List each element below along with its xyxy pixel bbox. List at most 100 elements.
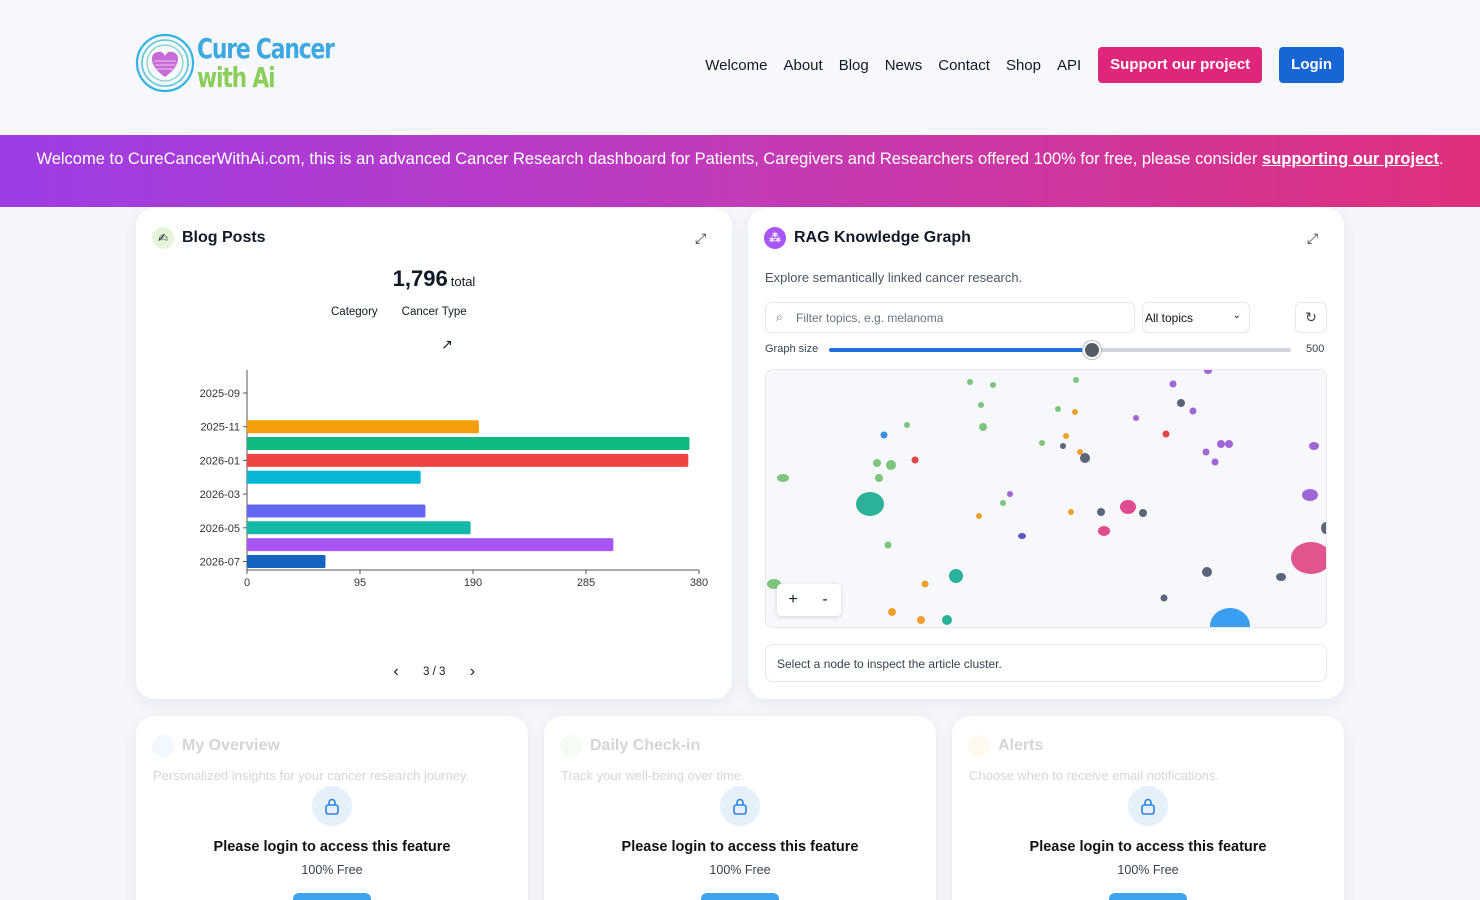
nav-about[interactable]: About <box>783 56 823 74</box>
blog-tabs: Category Cancer Type <box>331 306 491 318</box>
overview-card-header: My Overview <box>152 735 280 757</box>
main-nav: Welcome About Blog News Contact Shop API… <box>705 47 1344 83</box>
login-cta-button[interactable] <box>1109 893 1187 900</box>
brand-line-1: Cure Cancer <box>197 32 335 65</box>
blog-card-header: ✍ Blog Posts <box>152 227 266 249</box>
topic-selected: All topics <box>1145 311 1194 325</box>
knowledge-graph-canvas[interactable]: + - <box>765 369 1327 628</box>
nav-welcome[interactable]: Welcome <box>705 56 768 74</box>
tab-cancer-type[interactable]: Cancer Type <box>401 306 467 318</box>
free-label: 100% Free <box>709 863 771 877</box>
y-tick-label: 2026-07 <box>200 557 240 569</box>
blog-bar-chart: 2025-09 2025-11 2026-01 2026-03 2026-05 2026-… <box>200 370 708 589</box>
blog-total: 1,796 total <box>136 266 732 292</box>
pager-label: 3 / 3 <box>423 666 446 678</box>
graph-nodes[interactable] <box>766 370 1327 628</box>
bar-2026-05 <box>247 521 471 535</box>
zoom-out-button[interactable]: - <box>822 591 828 608</box>
login-cta-button[interactable] <box>701 893 779 900</box>
x-tick-label: 190 <box>464 577 482 589</box>
bar-2026-02 <box>247 470 421 484</box>
checkin-icon <box>560 735 582 757</box>
y-tick-label: 2025-09 <box>200 388 240 400</box>
bar-2025-12 <box>247 437 690 451</box>
bell-icon <box>968 735 990 757</box>
slider-thumb[interactable] <box>1083 341 1102 359</box>
rag-subtitle: Explore semantically linked cancer resea… <box>765 270 1023 285</box>
nav-api[interactable]: API <box>1056 56 1082 74</box>
graph-size-value: 500 <box>1306 343 1325 355</box>
login-required-message: Please login to access this feature <box>213 839 451 855</box>
my-overview-card: My Overview Personalized insights for yo… <box>136 716 528 900</box>
topic-filter-input[interactable]: ⌕ Filter topics, e.g. melanoma <box>765 302 1135 333</box>
nav-contact[interactable]: Contact <box>938 56 990 74</box>
site-header: Cure Cancer with Ai Welcome About Blog N… <box>0 0 1480 135</box>
topic-select[interactable]: All topics ⌄ <box>1142 302 1250 333</box>
alerts-card: Alerts Choose when to receive email noti… <box>952 716 1344 900</box>
blog-card-title: Blog Posts <box>182 229 266 246</box>
blog-total-label: total <box>450 274 476 289</box>
x-tick-label: 285 <box>577 577 595 589</box>
bar-2026-01 <box>247 453 689 467</box>
tab-category[interactable]: Category <box>331 306 378 318</box>
login-required-message: Please login to access this feature <box>621 839 859 855</box>
lock-icon <box>312 786 352 826</box>
login-required-message: Please login to access this feature <box>1029 839 1267 855</box>
chevron-down-icon: ⌄ <box>1232 310 1241 321</box>
y-tick-label: 2026-05 <box>200 523 240 535</box>
zoom-controls: + - <box>777 584 841 616</box>
welcome-banner: Welcome to CureCancerWithAi.com, this is… <box>0 135 1480 207</box>
login-cta-button[interactable] <box>293 893 371 900</box>
free-label: 100% Free <box>301 863 363 877</box>
node-inspect-panel: Select a node to inspect the article clu… <box>765 644 1327 682</box>
nav-blog[interactable]: Blog <box>838 56 869 74</box>
alerts-card-header: Alerts <box>968 735 1043 757</box>
checkin-card-header: Daily Check-in <box>560 735 700 757</box>
brand-line-2: with Ai <box>197 61 276 94</box>
rag-card-header: ⁂ RAG Knowledge Graph <box>764 227 971 249</box>
alerts-title: Alerts <box>998 737 1044 754</box>
graph-size-label: Graph size <box>765 343 819 355</box>
blog-total-value: 1,796 <box>392 266 448 291</box>
rag-card-title: RAG Knowledge Graph <box>794 229 971 246</box>
lock-icon <box>720 786 760 826</box>
rag-graph-card: ⁂ RAG Knowledge Graph ⤢ Explore semantic… <box>748 208 1344 699</box>
support-button[interactable]: Support our project <box>1098 47 1263 83</box>
overview-title: My Overview <box>182 737 280 754</box>
bar-2026-06 <box>247 538 614 552</box>
expand-icon[interactable]: ⤢ <box>695 230 707 246</box>
y-tick-label: 2026-01 <box>200 455 240 467</box>
chevron-right-icon[interactable]: › <box>469 663 476 680</box>
nav-news[interactable]: News <box>884 56 923 74</box>
x-tick-label: 95 <box>354 577 366 589</box>
checkin-title: Daily Check-in <box>590 737 701 754</box>
filter-placeholder: Filter topics, e.g. melanoma <box>796 311 944 325</box>
zoom-in-button[interactable]: + <box>788 591 798 608</box>
blog-pager: ‹ 3 / 3 › <box>389 663 479 681</box>
chevron-left-icon[interactable]: ‹ <box>393 663 399 680</box>
checkin-subtitle: Track your well-being over time. <box>561 768 745 783</box>
banner-period: . <box>1438 150 1444 168</box>
info-icon <box>152 735 174 757</box>
y-tick-label: 2025-11 <box>200 422 240 434</box>
graph-icon: ⁂ <box>764 227 786 249</box>
free-label: 100% Free <box>1117 863 1179 877</box>
nav-shop[interactable]: Shop <box>1005 56 1041 74</box>
x-tick-label: 0 <box>244 577 250 589</box>
brand-logo[interactable]: Cure Cancer with Ai <box>135 33 372 93</box>
blog-posts-card: ✍ Blog Posts ⤢ 1,796 total Category Cance… <box>136 208 732 699</box>
overview-subtitle: Personalized insights for your cancer re… <box>153 768 470 783</box>
trend-icon[interactable]: ↗ <box>441 336 453 352</box>
login-button[interactable]: Login <box>1279 47 1344 83</box>
x-tick-label: 380 <box>690 577 708 589</box>
banner-support-link[interactable]: supporting our project <box>1262 150 1439 168</box>
bar-2025-11 <box>247 420 479 434</box>
bar-2026-07 <box>247 555 326 568</box>
lock-icon <box>1128 786 1168 826</box>
pen-icon: ✍ <box>152 227 174 249</box>
refresh-icon: ↻ <box>1305 309 1317 325</box>
graph-size-slider[interactable] <box>829 341 1291 359</box>
refresh-button[interactable]: ↻ <box>1295 302 1327 333</box>
search-icon: ⌕ <box>776 310 783 324</box>
expand-icon[interactable]: ⤢ <box>1307 230 1319 246</box>
